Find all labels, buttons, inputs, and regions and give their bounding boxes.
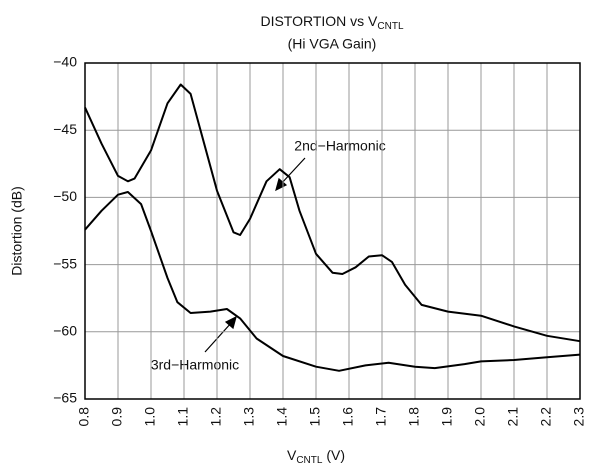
y-tick-label: −50 — [53, 188, 77, 204]
y-axis-label: Distortion (dB) — [9, 186, 25, 275]
arrow — [279, 157, 306, 186]
arrow — [204, 321, 233, 353]
y-tick-label: −45 — [53, 121, 77, 137]
x-tick-label: 1.8 — [406, 407, 422, 427]
y-tick-label: −55 — [53, 255, 77, 271]
x-tick-label: 0.8 — [76, 407, 92, 427]
x-tick-label: 2.2 — [538, 407, 554, 427]
annotation: 3rd−Harmonic — [151, 357, 239, 373]
x-tick-label: 1.7 — [373, 407, 389, 427]
x-tick-label: 1.9 — [439, 407, 455, 427]
x-axis-label: VCNTL (V) — [287, 447, 345, 466]
line-series — [84, 83, 581, 343]
x-tick-label: 0.9 — [109, 407, 125, 427]
chart-subtitle: (Hi VGA Gain) — [288, 36, 377, 52]
x-tick-label: 1.1 — [175, 407, 191, 427]
x-tick-label: 1.3 — [241, 407, 257, 427]
annotation: 2nd−Harmonic — [294, 138, 385, 154]
arrow-head — [224, 315, 237, 330]
chart-title: DISTORTION vs VCNTL — [260, 13, 404, 32]
annotation-arrows — [204, 157, 306, 353]
y-tick-label: −40 — [53, 54, 77, 70]
x-tick-label: 1.4 — [274, 407, 290, 427]
x-tick-label: 2.0 — [472, 407, 488, 427]
x-tick-label: 2.1 — [505, 407, 521, 427]
x-tick-label: 2.3 — [571, 407, 587, 427]
plot-frame — [84, 62, 581, 400]
x-tick-label: 1.0 — [142, 407, 158, 427]
x-tick-label: 1.2 — [208, 407, 224, 427]
x-tick-label: 1.5 — [307, 407, 323, 427]
x-tick-label: 1.6 — [340, 407, 356, 427]
y-tick-label: −60 — [53, 323, 77, 339]
y-tick-label: −65 — [53, 390, 77, 406]
line-series — [84, 191, 581, 372]
